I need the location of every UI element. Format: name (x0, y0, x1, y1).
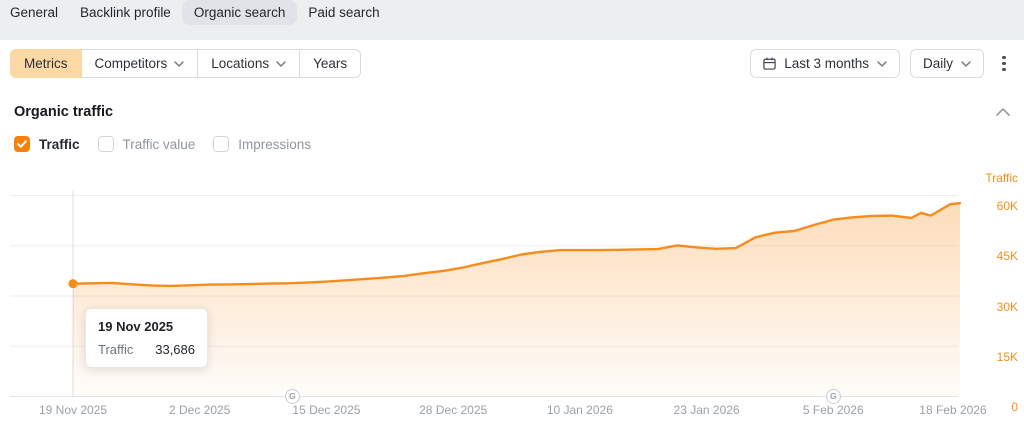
tab-organic-search[interactable]: Organic search (181, 0, 298, 25)
granularity-button[interactable]: Daily (909, 49, 984, 78)
tooltip-metric-value: 33,686 (155, 342, 195, 357)
locations-button[interactable]: Locations (197, 49, 301, 78)
chevron-down-icon (961, 60, 971, 67)
section-header: Organic traffic (14, 102, 1012, 121)
tab-paid-search[interactable]: Paid search (308, 5, 380, 20)
more-options-button[interactable] (994, 49, 1014, 78)
kebab-dot (1002, 56, 1006, 60)
y-axis-tick: 15K (996, 349, 1018, 364)
chart-tooltip: 19 Nov 2025 Traffic 33,686 (85, 308, 208, 368)
x-axis-tick: 15 Dec 2025 (292, 403, 361, 417)
toggle-impressions-label: Impressions (238, 136, 312, 152)
years-button[interactable]: Years (299, 49, 362, 78)
chevron-down-icon (174, 60, 184, 67)
toggle-impressions[interactable]: Impressions (213, 136, 311, 152)
metrics-button[interactable]: Metrics (10, 49, 82, 78)
chart-toolbar: Metrics Competitors Locations Years Last… (10, 49, 1014, 78)
x-axis-tick: 18 Feb 2026 (919, 403, 987, 417)
x-axis-tick: 19 Nov 2025 (38, 403, 108, 417)
y-axis-tick: 60K (996, 199, 1018, 213)
checkbox-unchecked-icon (213, 136, 230, 152)
kebab-dot (1002, 61, 1006, 66)
x-axis-tick: 10 Jan 2026 (546, 403, 613, 417)
toggle-traffic-value-label: Traffic value (122, 136, 196, 152)
toggle-traffic-label: Traffic (39, 136, 80, 152)
x-axis-tick: 28 Dec 2025 (419, 403, 488, 417)
toggle-traffic[interactable]: Traffic (14, 136, 80, 152)
google-update-marker-icon[interactable]: G (284, 388, 300, 404)
checkbox-checked-icon (14, 136, 30, 152)
page-tabs: General Backlink profile Organic search … (0, 0, 1024, 40)
x-axis-tick: 23 Jan 2026 (673, 403, 740, 417)
y-axis-tick: 45K (996, 249, 1018, 264)
metrics-button-label: Metrics (24, 56, 68, 71)
tab-general[interactable]: General (10, 5, 59, 20)
y-axis-tick: 0 (1011, 400, 1018, 414)
section-title: Organic traffic (14, 103, 114, 120)
kebab-dot (1002, 67, 1006, 71)
chevron-down-icon (877, 60, 887, 67)
y-axis-title: Traffic (985, 171, 1018, 185)
years-button-label: Years (313, 56, 348, 71)
tooltip-date: 19 Nov 2025 (98, 319, 174, 334)
calendar-icon (763, 57, 776, 70)
x-axis-tick: 2 Dec 2025 (169, 403, 231, 417)
tooltip-metric-label: Traffic (98, 342, 134, 357)
metric-toggles: Traffic Traffic value Impressions (14, 136, 311, 152)
hover-point-marker (68, 279, 78, 289)
toggle-traffic-value[interactable]: Traffic value (97, 136, 196, 152)
collapse-section-button[interactable] (994, 102, 1012, 121)
chevron-up-icon (996, 108, 1010, 116)
granularity-label: Daily (922, 56, 953, 71)
x-axis-tick: 5 Feb 2026 (802, 403, 864, 417)
locations-button-label: Locations (211, 56, 270, 71)
google-update-marker-icon[interactable]: G (825, 388, 841, 404)
y-axis-tick: 30K (996, 299, 1018, 314)
checkbox-unchecked-icon (97, 136, 114, 152)
toolbar-right-group: Last 3 months Daily (750, 49, 1014, 78)
competitors-button-label: Competitors (94, 56, 168, 71)
tab-backlink-profile[interactable]: Backlink profile (80, 5, 171, 20)
date-range-button[interactable]: Last 3 months (750, 49, 900, 78)
traffic-line (71, 202, 962, 288)
chevron-down-icon (276, 60, 286, 67)
traffic-area (73, 203, 960, 397)
date-range-label: Last 3 months (784, 56, 869, 71)
filter-button-group: Metrics Competitors Locations Years (10, 49, 362, 78)
